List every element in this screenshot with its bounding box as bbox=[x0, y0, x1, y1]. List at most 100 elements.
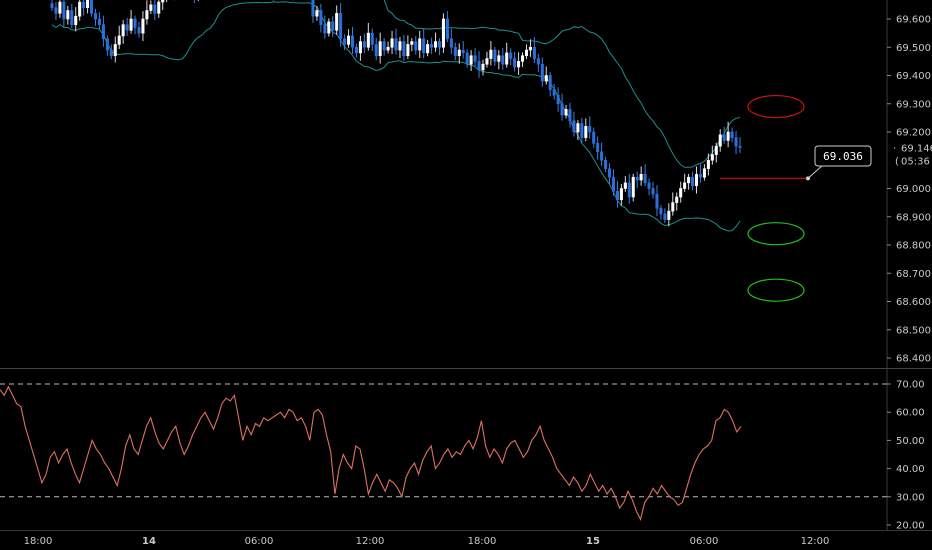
bollinger-upper-band bbox=[383, 0, 741, 168]
candle-body bbox=[335, 13, 339, 31]
countdown-label: 05:36 bbox=[901, 156, 930, 167]
candle-body bbox=[311, 0, 315, 17]
candle-body bbox=[378, 41, 382, 57]
oscillator-axis[interactable]: 70.00 60.00 50.00 40.00 30.00 20.00 bbox=[887, 380, 925, 532]
price-tick-label: 69.300 bbox=[896, 99, 931, 110]
candle-body bbox=[576, 123, 580, 133]
candle-body bbox=[117, 35, 121, 45]
candle-body bbox=[457, 49, 461, 57]
candle-body bbox=[382, 41, 386, 51]
candle-body bbox=[659, 207, 663, 215]
price-axis[interactable]: 69.600 69.500 69.400 69.300 69.200 69.000 68.9… bbox=[0, 0, 932, 530]
candle-body bbox=[394, 38, 398, 51]
candle-body bbox=[426, 44, 430, 54]
candle-body bbox=[390, 38, 394, 48]
candle-body bbox=[121, 24, 125, 37]
time-axis[interactable]: 18:00 14 06:00 12:00 18:00 15 06:00 12:00 bbox=[0, 530, 932, 548]
price-tags: 69.146 · 05:36( bbox=[889, 141, 932, 167]
candle-body bbox=[517, 61, 521, 68]
candle-body bbox=[548, 75, 552, 90]
candle-body bbox=[552, 89, 556, 96]
candle-body bbox=[101, 24, 105, 40]
candle-body bbox=[70, 10, 74, 25]
candle-body bbox=[556, 94, 560, 105]
time-tick-label: 12:00 bbox=[801, 536, 830, 547]
time-tick-label: 15 bbox=[586, 536, 600, 547]
candle-body bbox=[430, 44, 434, 48]
candle-body bbox=[706, 159, 710, 170]
time-tick-label: 12:00 bbox=[356, 536, 385, 547]
candle-body bbox=[730, 131, 734, 138]
candle-body bbox=[441, 18, 445, 48]
candle-body bbox=[445, 18, 449, 40]
candle-body bbox=[97, 18, 101, 25]
price-tick-label: 68.900 bbox=[896, 212, 931, 223]
candle-body bbox=[536, 58, 540, 65]
last-price-marker: · bbox=[893, 143, 896, 154]
candle-body bbox=[434, 41, 438, 48]
price-tick-label: 68.600 bbox=[896, 297, 931, 308]
price-tick-label: 69.000 bbox=[896, 184, 931, 195]
candle-body bbox=[493, 49, 497, 62]
candle-body bbox=[354, 46, 358, 54]
candle-body bbox=[343, 38, 347, 45]
candle-body bbox=[141, 18, 145, 34]
candle-body bbox=[513, 58, 517, 68]
candle-body bbox=[524, 49, 529, 57]
candle-body bbox=[489, 49, 493, 59]
candle-body bbox=[623, 182, 627, 189]
drawing-annotations[interactable]: 69.036 bbox=[720, 94, 872, 302]
candle-body bbox=[568, 109, 572, 122]
candle-body bbox=[588, 126, 592, 133]
candle-body bbox=[631, 176, 635, 198]
oscillator-tick-label: 20.00 bbox=[896, 521, 925, 532]
candle-body bbox=[560, 103, 564, 116]
candle-body bbox=[315, 10, 319, 17]
candle-body bbox=[698, 174, 702, 178]
price-tick-label: 68.500 bbox=[896, 325, 931, 336]
candle-body bbox=[702, 168, 706, 178]
candle-body bbox=[683, 182, 687, 189]
candle-body bbox=[604, 159, 608, 170]
candle-body bbox=[66, 10, 70, 20]
candle-body bbox=[331, 21, 335, 31]
candle-body bbox=[410, 41, 414, 45]
oscillator-tick-label: 40.00 bbox=[896, 464, 925, 475]
candle-body bbox=[477, 61, 481, 71]
candle-body bbox=[473, 55, 477, 62]
candle-body bbox=[93, 13, 98, 20]
candle-body bbox=[133, 18, 137, 28]
candle-body bbox=[157, 1, 161, 14]
candle-body bbox=[437, 41, 442, 48]
candle-body bbox=[422, 38, 426, 54]
candle-body bbox=[86, 0, 90, 9]
candle-body bbox=[58, 1, 62, 14]
countdown-marker: ( bbox=[895, 156, 899, 167]
candle-body bbox=[639, 174, 643, 181]
candle-body bbox=[671, 202, 675, 212]
candle-body bbox=[362, 41, 366, 48]
candle-body bbox=[366, 32, 370, 48]
candle-body bbox=[358, 41, 362, 54]
price-tick-label: 69.400 bbox=[896, 71, 931, 82]
candle-body bbox=[109, 49, 113, 57]
candle-body bbox=[339, 13, 343, 40]
candle-body bbox=[505, 52, 509, 65]
candle-body bbox=[62, 1, 66, 20]
candle-body bbox=[655, 193, 659, 209]
candle-body bbox=[137, 27, 141, 34]
candle-body bbox=[643, 174, 647, 184]
candle-body bbox=[386, 46, 390, 51]
candle-body bbox=[149, 4, 153, 11]
candle-body bbox=[78, 1, 82, 17]
candle-body bbox=[675, 196, 679, 203]
candle-body bbox=[414, 41, 418, 51]
last-price-tag bbox=[889, 141, 932, 154]
candle-body bbox=[521, 55, 525, 62]
candle-body bbox=[54, 7, 58, 14]
price-tick-label: 69.600 bbox=[896, 15, 931, 26]
candle-body bbox=[611, 176, 615, 192]
candle-body bbox=[461, 49, 465, 54]
